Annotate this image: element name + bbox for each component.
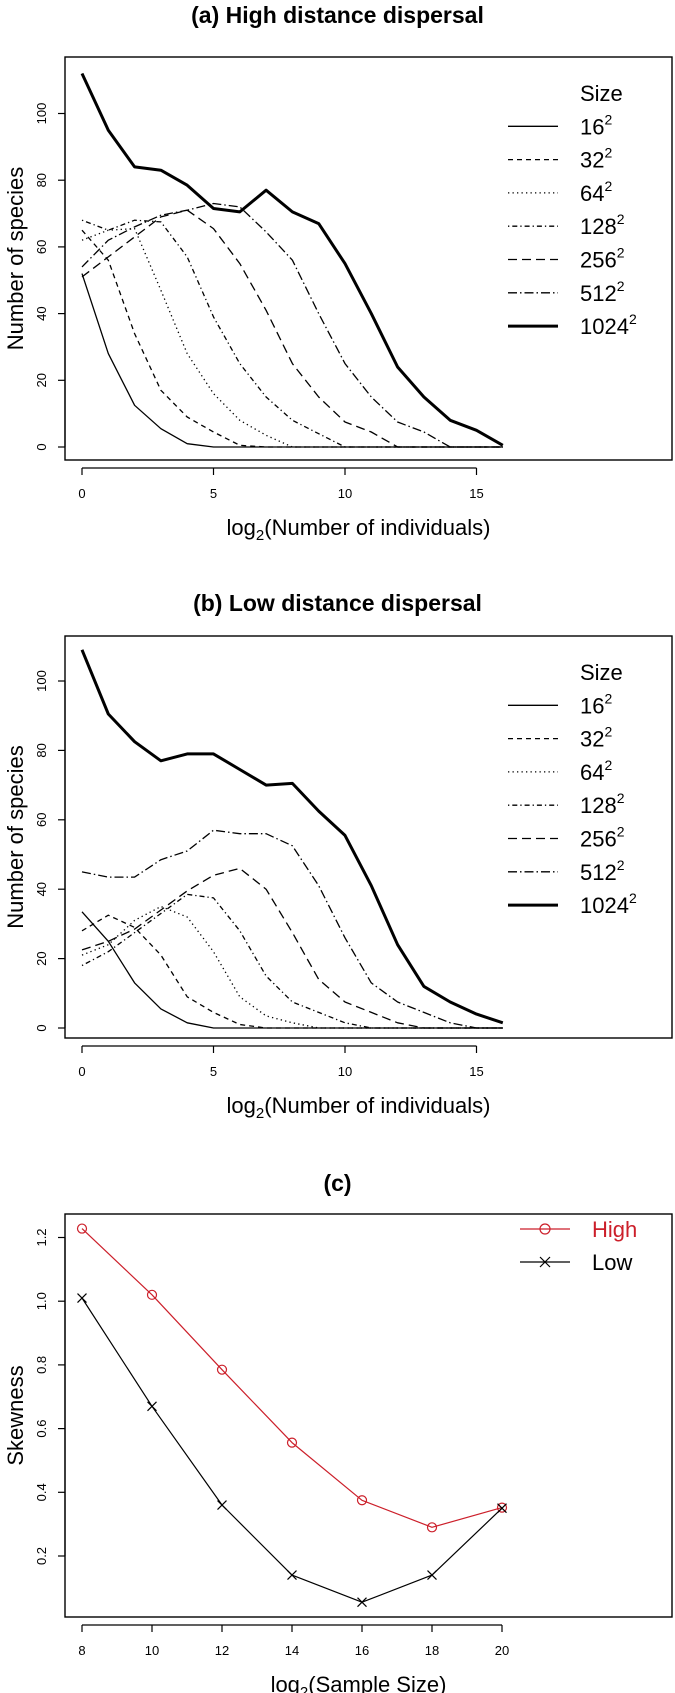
series-line-32 [81,229,503,448]
legend-label: 2562 [580,245,625,273]
legend: Size 162 322 642 1282 2562 5122 10242 [508,660,637,918]
x-tick-label: 8 [78,1643,85,1658]
legend-label: Low [592,1250,632,1275]
series-line-512 [81,829,503,1029]
panel-a: (a) High distance dispersal 0 20 40 60 80 100… [0,0,675,544]
legend-label: 5122 [580,278,625,306]
y-axis-label: Number of species [3,745,28,928]
y-tick-label: 20 [34,373,49,387]
cross-marker [147,1401,157,1412]
series-line-high [81,1228,503,1528]
legend-label: 10242 [580,890,637,918]
legend-label: 1282 [580,790,625,818]
x-tick-label: 20 [495,1643,509,1658]
x-tick-label: 5 [210,486,217,501]
y-tick-label: 0 [34,443,49,450]
legend-label: 642 [580,757,612,785]
y-axis-label: Skewness [3,1365,28,1465]
legend-label: 162 [580,690,612,718]
legend-label: 162 [580,111,612,139]
legend-label: 2562 [580,824,625,852]
series-line-128 [81,219,503,448]
x-tick-label: 10 [145,1643,159,1658]
cross-marker [539,1256,551,1268]
y-tick-label: 40 [34,882,49,896]
plot-frame [64,1213,673,1618]
series-line-64 [81,227,503,448]
y-tick-label: 0.6 [34,1420,49,1438]
legend-title: Size [580,81,623,106]
series-line-low [81,1297,503,1603]
x-tick-label: 0 [78,1064,85,1079]
circle-marker [496,1502,508,1513]
circle-marker [286,1437,298,1448]
y-tick-label: 1.2 [34,1228,49,1246]
series-line-1024 [80,649,504,1025]
line-chart-high-dispersal: 0 20 40 60 80 100 0 5 10 15 log2(Number of individ… [3,56,673,544]
legend: Size 162 322 642 1282 2562 5122 10242 [508,81,637,339]
y-tick-label: 80 [34,743,49,757]
y-tick-label: 80 [34,173,49,187]
legend: High Low [520,1217,637,1275]
legend-label: High [592,1217,637,1242]
y-axis-label: Number of species [3,167,28,350]
y-tick-label: 60 [34,240,49,254]
circle-marker [426,1522,438,1533]
y-tick-label: 0 [34,1024,49,1031]
cross-marker [497,1503,507,1514]
cross-marker [217,1500,227,1510]
series-line-1024 [80,72,504,447]
y-tick-label: 60 [34,813,49,827]
y-tick-label: 40 [34,306,49,320]
x-tick-label: 5 [210,1064,217,1079]
x-tick-label: 15 [469,486,483,501]
series-line-512 [81,202,503,448]
y-tick-label: 20 [34,951,49,965]
y-tick-label: 1.0 [34,1292,49,1310]
y-tick-label: 0.8 [34,1356,49,1374]
legend-label: 322 [580,724,612,752]
x-tick-label: 12 [215,1643,229,1658]
legend-label: 10242 [580,311,637,339]
cross-marker [77,1293,87,1303]
circle-marker [76,1223,88,1234]
circle-marker [539,1223,551,1235]
x-tick-label: 14 [285,1643,299,1658]
series-line-256 [81,867,503,1029]
x-tick-label: 16 [355,1643,369,1658]
circle-marker [146,1289,158,1300]
y-tick-label: 0.4 [34,1483,49,1501]
cross-marker [357,1597,367,1608]
x-axis-label: log2(Number of individuals) [227,1093,491,1122]
cross-marker [427,1570,437,1581]
y-tick-label: 100 [34,103,49,125]
y-tick-label: 100 [34,670,49,692]
y-tick-label: 0.2 [34,1547,49,1565]
series-line-256 [81,209,503,448]
circle-marker [216,1364,228,1375]
x-tick-label: 0 [78,486,85,501]
cross-marker [287,1570,297,1581]
legend-title: Size [580,660,623,685]
chart-title: (a) High distance dispersal [191,2,484,28]
legend-label: 1282 [580,211,625,239]
x-tick-label: 10 [338,1064,352,1079]
x-tick-label: 10 [338,486,352,501]
chart-title: (b) Low distance dispersal [193,590,482,616]
series-line-32 [81,914,503,1029]
x-tick-label: 15 [469,1064,483,1079]
x-axis-label: log2(Sample Size) [271,1672,447,1693]
x-tick-label: 18 [425,1643,439,1658]
legend-label: 5122 [580,857,625,885]
legend-label: 322 [580,145,612,173]
circle-marker [356,1495,368,1506]
x-axis-label: log2(Number of individuals) [227,515,491,544]
legend-label: 642 [580,178,612,206]
chart-title: (c) [323,1170,352,1196]
